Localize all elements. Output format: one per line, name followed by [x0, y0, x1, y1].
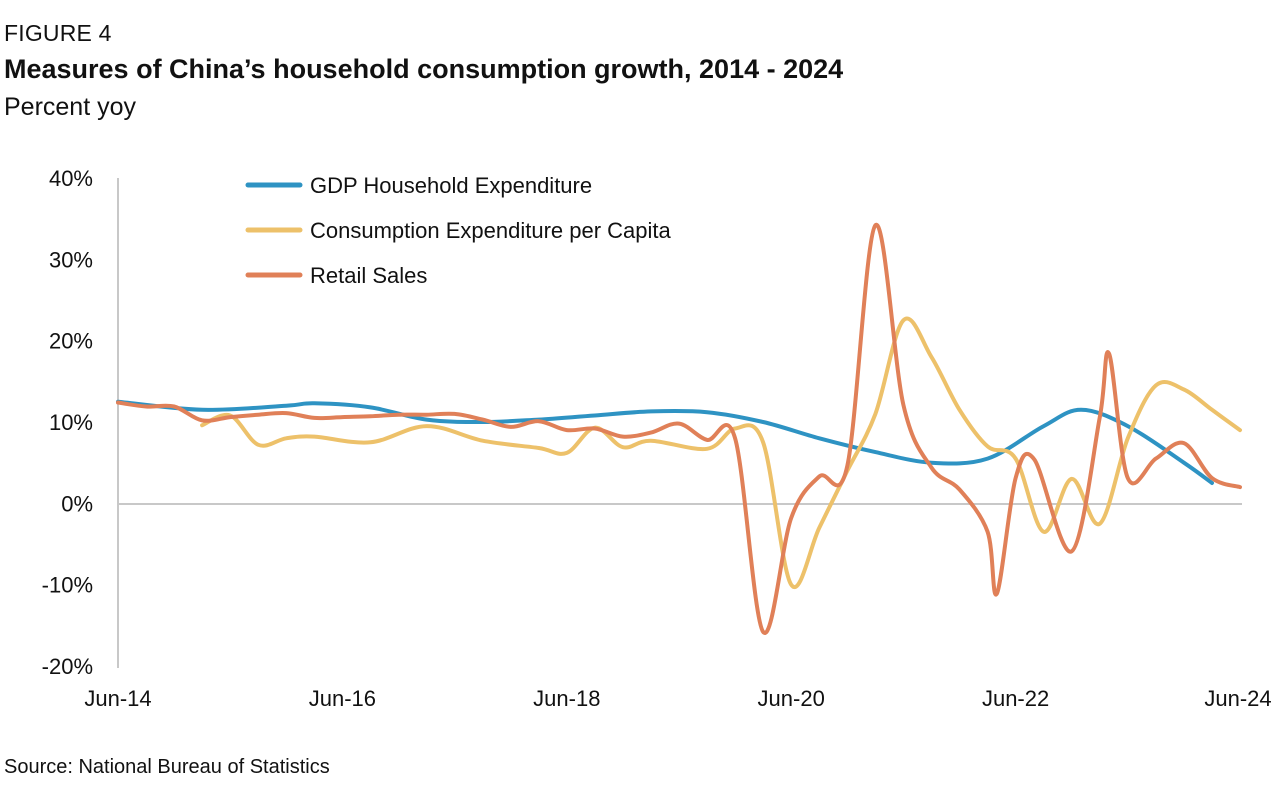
x-tick-label: Jun-16	[309, 686, 376, 711]
legend-label: GDP Household Expenditure	[310, 173, 592, 198]
legend-label: Consumption Expenditure per Capita	[310, 218, 672, 243]
series-lines	[116, 223, 1242, 635]
x-tick-label: Jun-18	[533, 686, 600, 711]
y-tick-label: 0%	[61, 491, 93, 516]
chart-subtitle: Percent yoy	[4, 93, 137, 121]
legend-label: Retail Sales	[310, 263, 427, 288]
y-tick-label: 30%	[49, 247, 93, 272]
y-tick-label: 40%	[49, 166, 93, 191]
y-tick-label: 20%	[49, 329, 93, 354]
x-tick-label: Jun-24	[1204, 686, 1271, 711]
chart-title: Measures of China’s household consumptio…	[4, 54, 844, 84]
series-line-1	[200, 316, 1242, 590]
x-tick-label: Jun-14	[84, 686, 151, 711]
y-tick-label: 10%	[49, 410, 93, 435]
x-tick-labels: Jun-14 Jun-16 Jun-18 Jun-20 Jun-22 Jun-24	[84, 686, 1271, 711]
series-line-2	[116, 223, 1242, 635]
y-tick-labels: -20% -10% 0% 10% 20% 30% 40%	[42, 166, 93, 679]
series-line-0	[116, 399, 1214, 485]
legend: GDP Household Expenditure Consumption Exp…	[245, 173, 672, 288]
y-tick-label: -10%	[42, 573, 93, 598]
figure-label: FIGURE 4	[4, 20, 112, 46]
x-tick-label: Jun-20	[758, 686, 825, 711]
source-note: Source: National Bureau of Statistics	[4, 756, 330, 778]
x-tick-label: Jun-22	[982, 686, 1049, 711]
y-tick-label: -20%	[42, 654, 93, 679]
